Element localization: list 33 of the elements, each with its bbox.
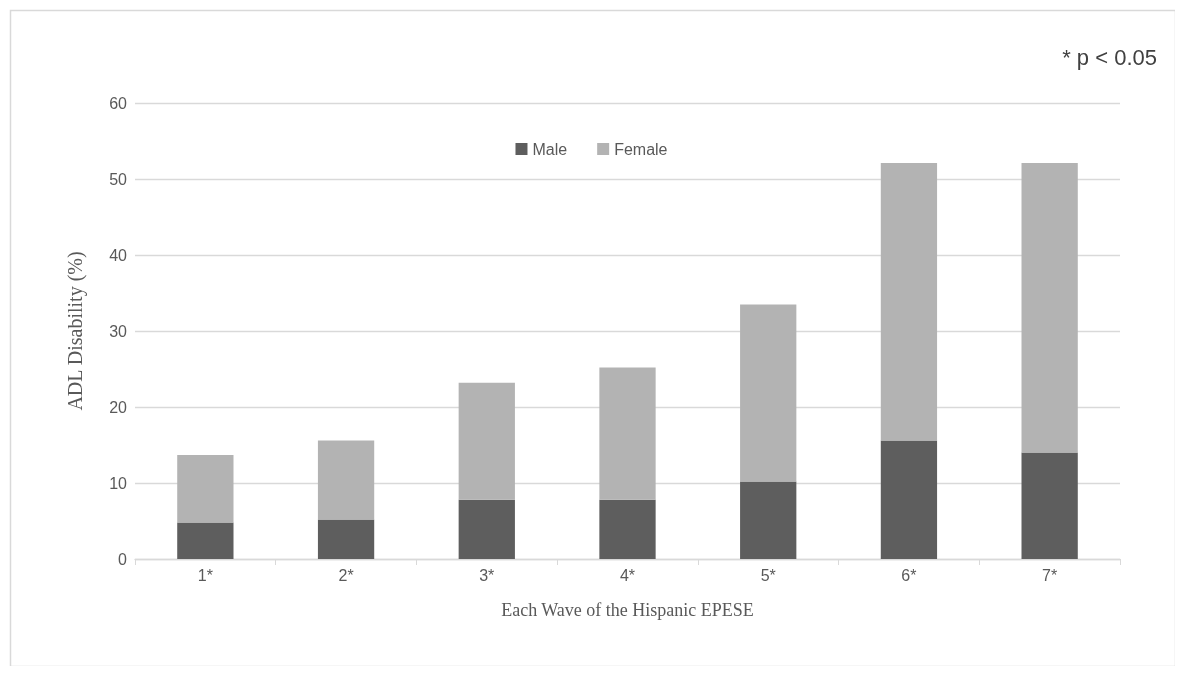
bar xyxy=(317,519,375,559)
x-tick-label: 2* xyxy=(338,566,354,584)
y-tick-label: 20 xyxy=(109,398,128,416)
x-axis-title: Each Wave of the Hispanic EPESE xyxy=(501,600,754,620)
x-tick-label: 7* xyxy=(1042,566,1058,584)
bar xyxy=(317,440,375,520)
bar xyxy=(599,499,656,559)
text: * p < 0.05 xyxy=(1062,44,1158,70)
bar xyxy=(740,304,797,482)
bar xyxy=(458,382,515,500)
x-tick-label: 3* xyxy=(479,566,495,584)
y-tick-label: 40 xyxy=(109,246,128,264)
y-tick-label: 30 xyxy=(109,322,128,340)
bar xyxy=(1021,452,1078,559)
x-tick-label: 5* xyxy=(760,566,776,584)
y-tick-label: 50 xyxy=(109,170,128,188)
bar xyxy=(599,367,656,500)
bar xyxy=(177,522,234,559)
y-tick-label: 0 xyxy=(118,550,128,568)
x-tick-label: 1* xyxy=(197,566,213,584)
legend-label: Female xyxy=(614,140,668,158)
bar xyxy=(458,499,515,559)
bar xyxy=(740,481,797,559)
y-tick-label: 60 xyxy=(109,94,128,112)
x-tick-label: 6* xyxy=(901,566,917,584)
bar xyxy=(177,454,234,523)
bar xyxy=(880,163,938,441)
x-tick-label: 4* xyxy=(619,566,636,584)
y-tick-label: 10 xyxy=(109,474,128,492)
y-axis-title: ADL Disability (%) xyxy=(64,251,87,411)
bar xyxy=(1021,163,1078,453)
legend-label: Male xyxy=(532,140,568,158)
bar xyxy=(880,440,938,559)
